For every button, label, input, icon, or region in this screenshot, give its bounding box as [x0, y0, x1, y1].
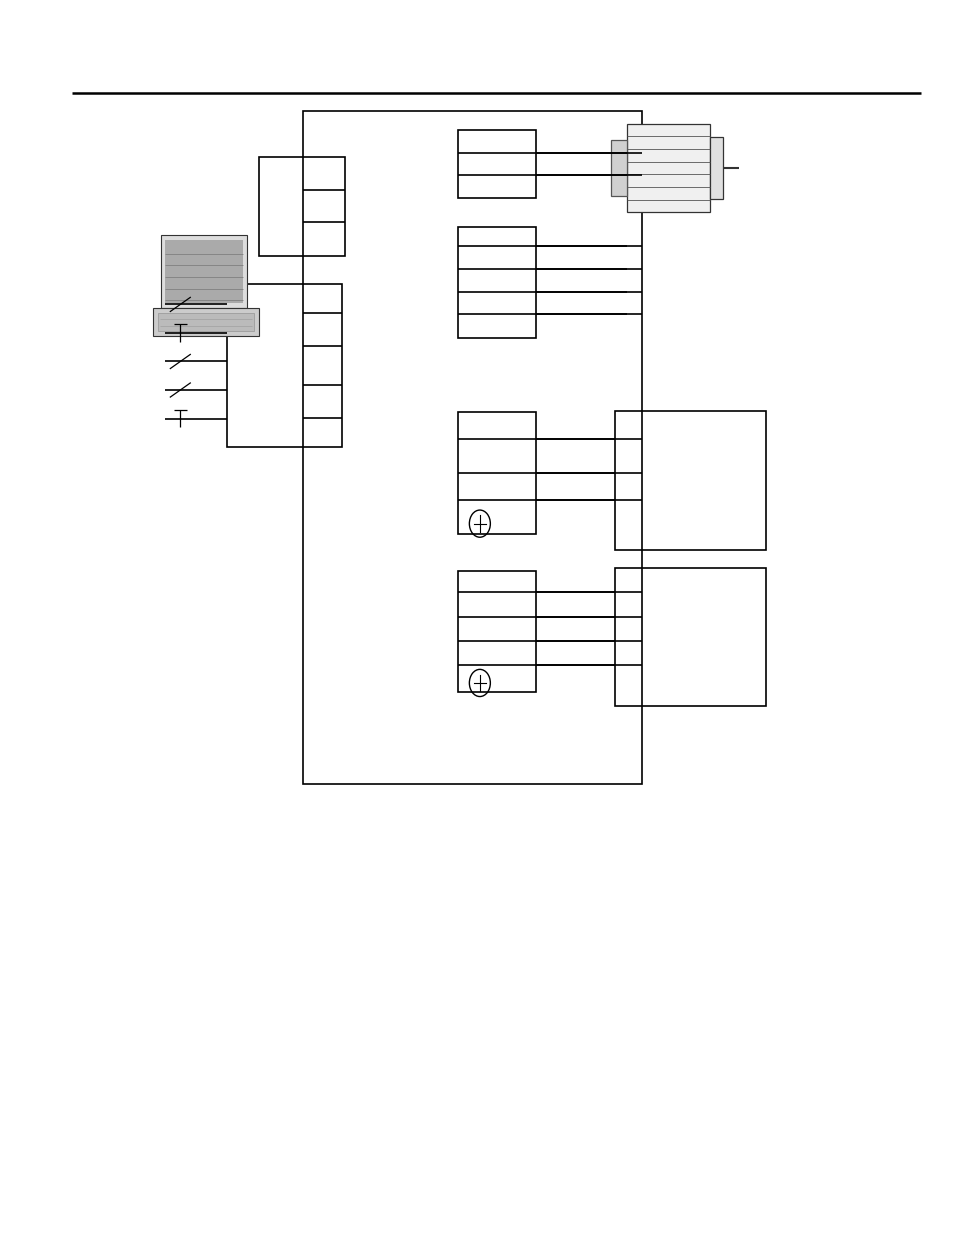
Bar	[457, 227, 536, 338]
Bar	[161, 235, 247, 308]
Bar	[615, 568, 765, 706]
Bar	[626, 124, 709, 212]
Bar	[457, 130, 536, 198]
Bar	[457, 412, 536, 534]
Bar	[152, 308, 259, 336]
Bar	[158, 312, 253, 331]
Bar	[610, 140, 626, 196]
Bar	[709, 137, 721, 199]
Bar	[615, 411, 765, 550]
Bar	[259, 157, 345, 256]
Bar	[457, 571, 536, 692]
Bar	[303, 111, 641, 784]
Bar	[227, 284, 341, 447]
Bar	[165, 240, 243, 303]
